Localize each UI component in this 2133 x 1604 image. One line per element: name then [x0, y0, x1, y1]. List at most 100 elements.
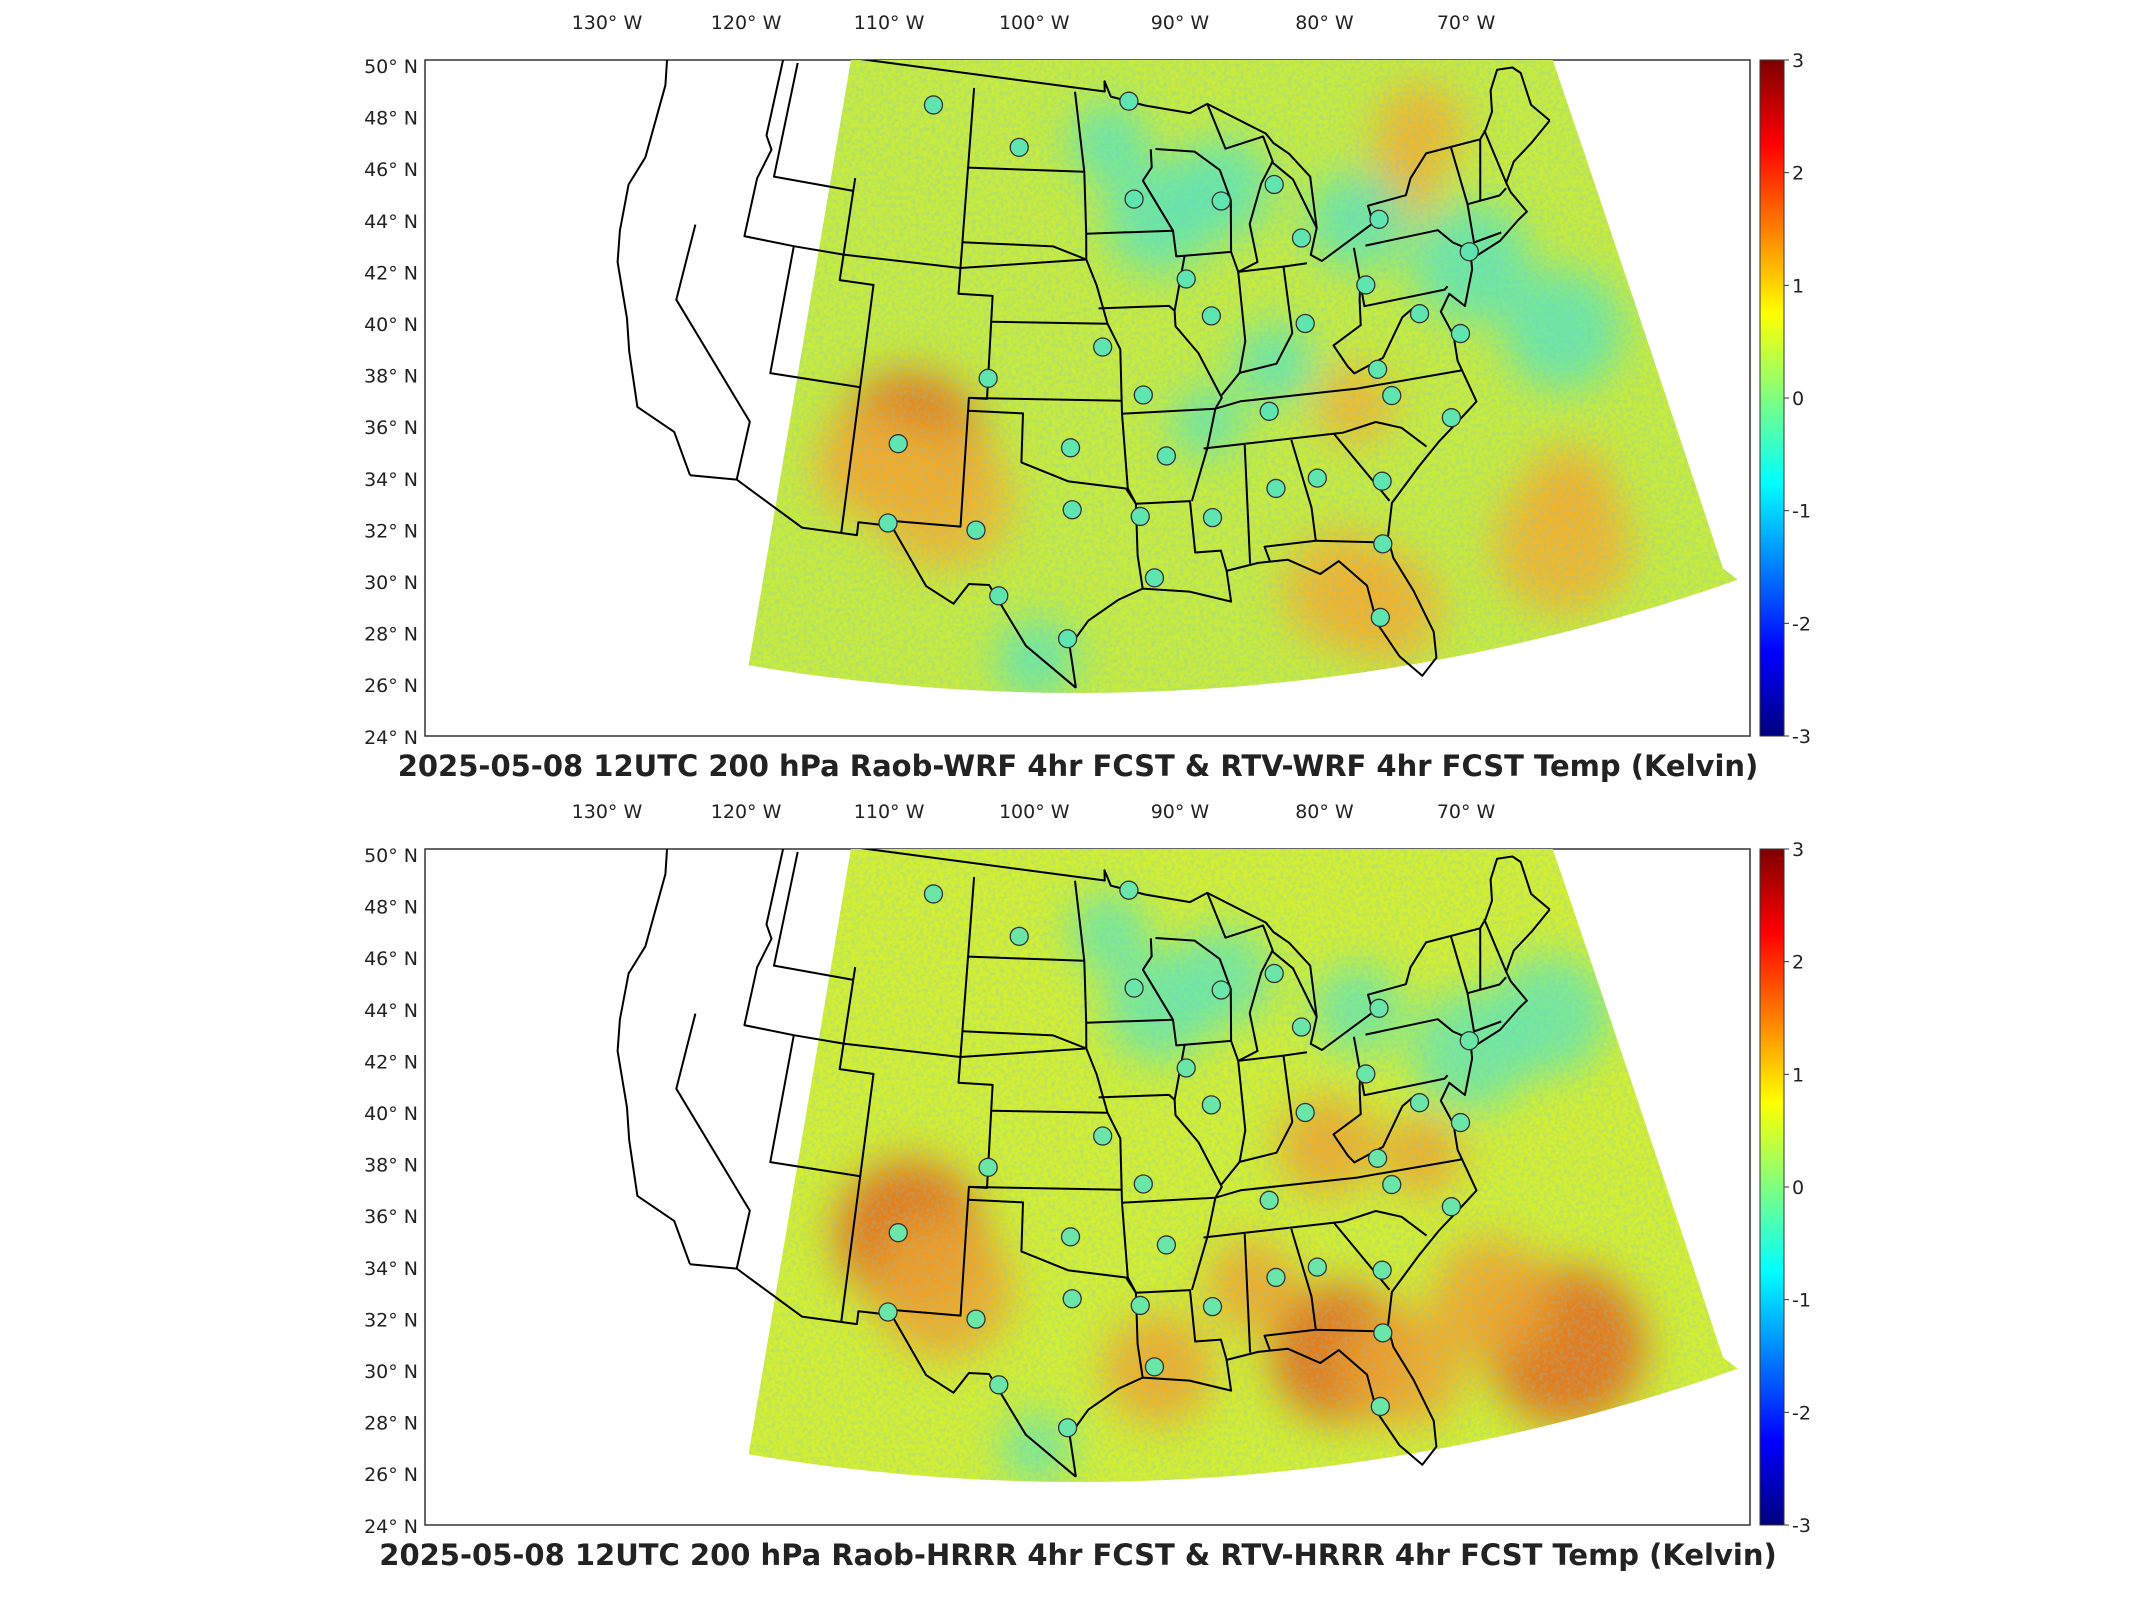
- raob-station-marker: [1125, 979, 1143, 997]
- latitude-label: 38° N: [364, 1155, 418, 1177]
- latitude-label: 28° N: [364, 624, 418, 646]
- longitude-label: 80° W: [1295, 12, 1354, 34]
- raob-station-marker: [1177, 1059, 1195, 1077]
- raob-station-marker: [1265, 965, 1283, 983]
- latitude-label: 48° N: [364, 897, 418, 919]
- longitude-label: 80° W: [1295, 801, 1354, 823]
- raob-station-marker: [1094, 1127, 1112, 1145]
- latitude-label: 42° N: [364, 1051, 418, 1073]
- raob-station-marker: [967, 1310, 985, 1328]
- colorbar-tick-label: -3: [1792, 726, 1811, 748]
- raob-station-marker: [1374, 535, 1392, 553]
- longitude-label: 100° W: [999, 12, 1070, 34]
- latitude-label: 26° N: [364, 675, 418, 697]
- raob-station-marker: [924, 885, 942, 903]
- colorbar-tick-label: 1: [1792, 275, 1804, 297]
- raob-station-marker: [1442, 409, 1460, 427]
- colorbar-tick-label: -1: [1792, 501, 1811, 523]
- raob-station-marker: [979, 369, 997, 387]
- raob-station-marker: [1204, 1298, 1222, 1316]
- raob-station-marker: [1212, 981, 1230, 999]
- longitude-label: 90° W: [1151, 12, 1210, 34]
- raob-station-marker: [1374, 1324, 1392, 1342]
- raob-station-marker: [990, 1376, 1008, 1394]
- raob-station-marker: [1369, 360, 1387, 378]
- colorbar-tick-label: -1: [1792, 1290, 1811, 1312]
- latitude-labels: 50° N48° N46° N44° N42° N40° N38° N36° N…: [364, 56, 418, 749]
- latitude-label: 28° N: [364, 1413, 418, 1435]
- map-title: 2025-05-08 12UTC 200 hPa Raob-HRRR 4hr F…: [379, 1538, 1776, 1572]
- raob-station-marker: [1131, 1296, 1149, 1314]
- raob-station-marker: [1260, 402, 1278, 420]
- latitude-label: 50° N: [364, 845, 418, 867]
- raob-station-marker: [1451, 325, 1469, 343]
- latitude-label: 30° N: [364, 1361, 418, 1383]
- raob-station-marker: [1134, 1175, 1152, 1193]
- map-title: 2025-05-08 12UTC 200 hPa Raob-WRF 4hr FC…: [398, 749, 1759, 783]
- raob-station-marker: [1177, 270, 1195, 288]
- raob-station-marker: [1059, 1419, 1077, 1437]
- raob-station-marker: [1296, 315, 1314, 333]
- longitude-label: 120° W: [711, 801, 782, 823]
- longitude-label: 130° W: [572, 801, 643, 823]
- raob-station-marker: [1063, 1290, 1081, 1308]
- colorbar-tick-label: -2: [1792, 613, 1811, 635]
- raob-station-marker: [1369, 1149, 1387, 1167]
- latitude-label: 38° N: [364, 366, 418, 388]
- longitude-label: 110° W: [854, 12, 925, 34]
- raob-station-marker: [889, 435, 907, 453]
- latitude-label: 40° N: [364, 1103, 418, 1125]
- raob-station-marker: [1267, 1268, 1285, 1286]
- longitude-label: 70° W: [1437, 801, 1496, 823]
- raob-station-marker: [1296, 1104, 1314, 1122]
- raob-station-marker: [1460, 1032, 1478, 1050]
- latitude-label: 36° N: [364, 417, 418, 439]
- raob-station-marker: [1308, 469, 1326, 487]
- raob-station-marker: [1134, 386, 1152, 404]
- latitude-label: 44° N: [364, 1000, 418, 1022]
- raob-station-marker: [1094, 338, 1112, 356]
- raob-station-marker: [1411, 305, 1429, 323]
- raob-station-marker: [1383, 387, 1401, 405]
- raob-station-marker: [1451, 1114, 1469, 1132]
- raob-station-marker: [1125, 190, 1143, 208]
- latitude-label: 50° N: [364, 56, 418, 78]
- raob-station-marker: [1460, 243, 1478, 261]
- raob-station-marker: [1062, 439, 1080, 457]
- raob-station-marker: [1265, 176, 1283, 194]
- colorbar-tick-label: 3: [1792, 50, 1804, 72]
- raob-station-marker: [1145, 569, 1163, 587]
- colorbar-tick-label: 3: [1792, 839, 1804, 861]
- raob-station-marker: [990, 587, 1008, 605]
- latitude-label: 48° N: [364, 108, 418, 130]
- colorbar-tick-label: 0: [1792, 1177, 1804, 1199]
- raob-station-marker: [1202, 1096, 1220, 1114]
- raob-station-marker: [879, 1303, 897, 1321]
- latitude-label: 36° N: [364, 1206, 418, 1228]
- raob-station-marker: [1157, 447, 1175, 465]
- raob-station-marker: [1062, 1228, 1080, 1246]
- latitude-label: 32° N: [364, 1309, 418, 1331]
- raob-station-marker: [1059, 630, 1077, 648]
- raob-station-marker: [1370, 210, 1388, 228]
- raob-station-marker: [979, 1158, 997, 1176]
- raob-station-marker: [1371, 608, 1389, 626]
- raob-station-marker: [1145, 1358, 1163, 1376]
- raob-station-marker: [1212, 192, 1230, 210]
- raob-station-marker: [1373, 1261, 1391, 1279]
- longitude-label: 120° W: [711, 12, 782, 34]
- colorbar-tick-label: 1: [1792, 1064, 1804, 1086]
- latitude-label: 32° N: [364, 520, 418, 542]
- colorbar-tick-label: 2: [1792, 163, 1804, 185]
- latitude-label: 30° N: [364, 572, 418, 594]
- colorbar-tick-label: -2: [1792, 1402, 1811, 1424]
- raob-station-marker: [1292, 229, 1310, 247]
- raob-station-marker: [1260, 1191, 1278, 1209]
